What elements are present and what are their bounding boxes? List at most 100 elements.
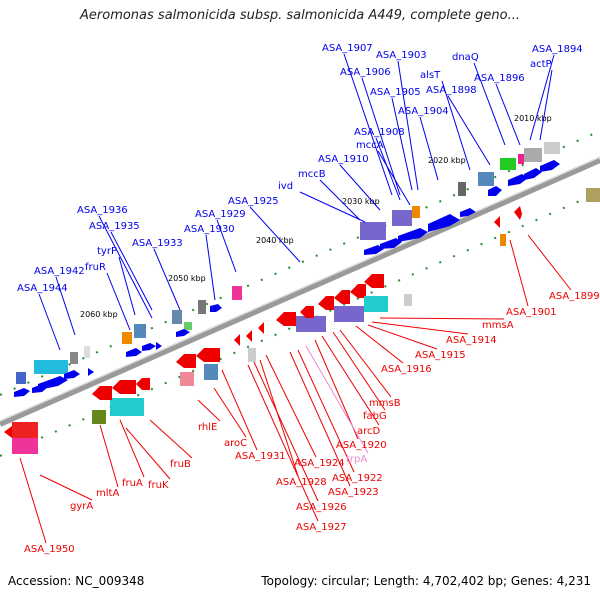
gene-label-asa-1942[interactable]: ASA_1942 — [34, 266, 85, 277]
gene-label-asa-1915[interactable]: ASA_1915 — [415, 350, 466, 361]
gene-label-frua[interactable]: fruA — [122, 478, 143, 489]
gene-arrow[interactable] — [300, 306, 314, 318]
gene-block[interactable] — [392, 210, 412, 226]
gene-label-asa-1924[interactable]: ASA_1924 — [294, 458, 345, 469]
gene-arrow[interactable] — [350, 284, 366, 298]
gene-label-asa-1920[interactable]: ASA_1920 — [336, 440, 387, 451]
gene-label-mmsb[interactable]: mmsB — [369, 398, 401, 409]
gene-label-arcd[interactable]: arcD — [357, 426, 381, 437]
gene-label-asa-1916[interactable]: ASA_1916 — [381, 364, 432, 375]
gene-label-asa-1899[interactable]: ASA_1899 — [549, 291, 600, 302]
gene-arrow[interactable] — [258, 322, 264, 334]
gene-label-asa-1923[interactable]: ASA_1923 — [328, 487, 379, 498]
gene-label-rhle[interactable]: rhlE — [198, 422, 217, 433]
gene-block[interactable] — [180, 372, 194, 386]
gene-block[interactable] — [122, 332, 132, 344]
gene-block[interactable] — [198, 300, 206, 314]
gene-arrow[interactable] — [92, 386, 112, 400]
gene-arrow[interactable] — [334, 290, 350, 304]
gene-label-asa-1903[interactable]: ASA_1903 — [376, 50, 427, 61]
gene-label-fabg[interactable]: fabG — [363, 411, 387, 422]
gene-label-asa-1908[interactable]: ASA_1908 — [354, 127, 405, 138]
gene-label-asa-1927[interactable]: ASA_1927 — [296, 522, 347, 533]
gene-label-mccb[interactable]: mccB — [298, 169, 326, 180]
gene-arrow[interactable] — [64, 370, 80, 379]
gene-arrow[interactable] — [276, 312, 296, 326]
gene-arrow[interactable] — [364, 274, 384, 288]
gene-arrow[interactable] — [142, 343, 156, 351]
gene-block[interactable] — [524, 148, 542, 162]
gene-block[interactable] — [296, 316, 326, 332]
gene-block[interactable] — [12, 422, 38, 438]
gene-arrow[interactable] — [126, 348, 142, 357]
gene-label-asa-1933[interactable]: ASA_1933 — [132, 238, 183, 249]
gene-block[interactable] — [184, 322, 192, 330]
gene-label-trpa[interactable]: trpA — [346, 454, 367, 465]
gene-label-asa-1894[interactable]: ASA_1894 — [532, 44, 583, 55]
gene-label-ivd[interactable]: ivd — [278, 181, 293, 192]
gene-label-gyra[interactable]: gyrA — [70, 501, 93, 512]
gene-label-asa-1944[interactable]: ASA_1944 — [17, 283, 68, 294]
gene-arrow[interactable] — [380, 238, 402, 249]
gene-arrow[interactable] — [156, 342, 162, 350]
gene-label-asa-1931[interactable]: ASA_1931 — [235, 451, 286, 462]
gene-block[interactable] — [586, 188, 600, 202]
gene-label-asa-1907[interactable]: ASA_1907 — [322, 43, 373, 54]
gene-block[interactable] — [544, 142, 560, 154]
gene-arrow[interactable] — [428, 214, 460, 232]
gene-block[interactable] — [478, 172, 494, 186]
gene-block[interactable] — [500, 234, 506, 246]
gene-arrow[interactable] — [136, 378, 150, 390]
gene-arrow[interactable] — [540, 160, 560, 172]
gene-arrow[interactable] — [38, 376, 68, 390]
gene-arrow[interactable] — [318, 296, 334, 310]
gene-label-asa-1926[interactable]: ASA_1926 — [296, 502, 347, 513]
gene-block[interactable] — [204, 364, 218, 380]
gene-label-asa-1896[interactable]: ASA_1896 — [474, 73, 525, 84]
gene-block[interactable] — [12, 438, 38, 454]
gene-label-asa-1929[interactable]: ASA_1929 — [195, 209, 246, 220]
gene-label-asa-1922[interactable]: ASA_1922 — [332, 473, 383, 484]
gene-block[interactable] — [500, 158, 516, 170]
gene-block[interactable] — [458, 182, 466, 196]
gene-label-asa-1910[interactable]: ASA_1910 — [318, 154, 369, 165]
gene-arrow[interactable] — [524, 168, 542, 180]
gene-arrow[interactable] — [210, 304, 222, 312]
gene-arrow[interactable] — [460, 208, 476, 217]
gene-label-asa-1950[interactable]: ASA_1950 — [24, 544, 75, 555]
gene-block[interactable] — [412, 206, 420, 218]
gene-arrow[interactable] — [494, 216, 500, 228]
gene-block[interactable] — [172, 310, 182, 324]
gene-label-asa-1914[interactable]: ASA_1914 — [446, 335, 497, 346]
gene-label-mmsa[interactable]: mmsA — [482, 320, 514, 331]
gene-arrow[interactable] — [176, 354, 196, 368]
gene-label-tyrp[interactable]: tyrP — [97, 246, 117, 257]
gene-label-asa-1930[interactable]: ASA_1930 — [184, 224, 235, 235]
gene-label-asa-1928[interactable]: ASA_1928 — [276, 477, 327, 488]
gene-block[interactable] — [92, 410, 106, 424]
gene-arrow[interactable] — [398, 228, 428, 242]
gene-label-dnaq[interactable]: dnaQ — [452, 52, 479, 63]
gene-block[interactable] — [70, 352, 78, 364]
gene-label-frub[interactable]: fruB — [170, 459, 191, 470]
gene-arrow[interactable] — [508, 174, 528, 186]
gene-label-alst[interactable]: alsT — [420, 70, 441, 81]
gene-label-asa-1901[interactable]: ASA_1901 — [506, 307, 557, 318]
gene-block[interactable] — [360, 222, 386, 240]
gene-label-aroc[interactable]: aroC — [224, 438, 247, 449]
gene-label-asa-1905[interactable]: ASA_1905 — [370, 87, 421, 98]
gene-arrow[interactable] — [88, 368, 94, 376]
gene-block[interactable] — [110, 398, 144, 416]
gene-label-asa-1904[interactable]: ASA_1904 — [398, 106, 449, 117]
gene-label-frur[interactable]: fruR — [85, 262, 106, 273]
gene-block[interactable] — [84, 346, 90, 358]
gene-block[interactable] — [518, 154, 524, 164]
gene-label-asa-1906[interactable]: ASA_1906 — [340, 67, 391, 78]
gene-arrow[interactable] — [364, 245, 384, 255]
gene-block[interactable] — [34, 360, 68, 374]
gene-label-asa-1935[interactable]: ASA_1935 — [89, 221, 140, 232]
gene-block[interactable] — [248, 348, 256, 362]
gene-label-asa-1925[interactable]: ASA_1925 — [228, 196, 279, 207]
gene-arrow[interactable] — [176, 329, 190, 337]
gene-arrow[interactable] — [514, 206, 522, 220]
